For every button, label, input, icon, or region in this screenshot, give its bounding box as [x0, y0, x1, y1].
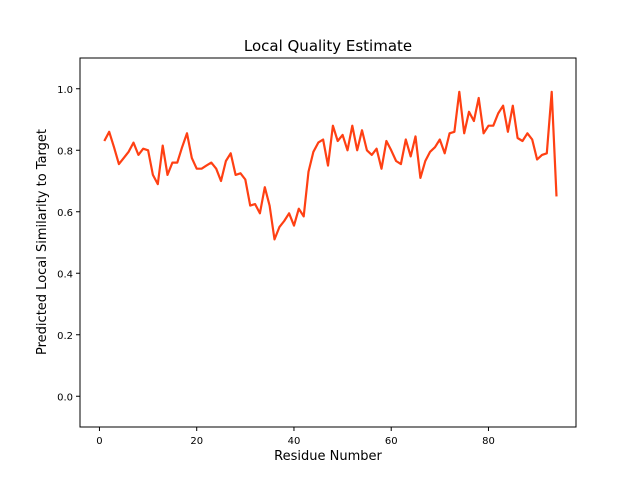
- y-axis-label: Predicted Local Similarity to Target: [35, 129, 50, 355]
- y-tick-label: 0.4: [57, 269, 73, 280]
- chart-title: Local Quality Estimate: [244, 37, 412, 55]
- x-tick-label: 20: [190, 436, 203, 447]
- x-tick-label: 40: [288, 436, 301, 447]
- y-tick-label: 1.0: [57, 85, 73, 96]
- axes-frame: [79, 57, 577, 428]
- series-line: [103, 90, 558, 241]
- x-tick-label: 0: [96, 436, 102, 447]
- y-tick-label: 0.6: [57, 208, 73, 219]
- x-axis-label: Residue Number: [274, 449, 382, 464]
- x-tick-label: 60: [385, 436, 398, 447]
- y-tick-label: 0.2: [57, 331, 73, 342]
- y-tick-label: 0.8: [57, 146, 73, 157]
- y-tick-label: 0.0: [57, 392, 73, 403]
- x-tick-label: 80: [482, 436, 495, 447]
